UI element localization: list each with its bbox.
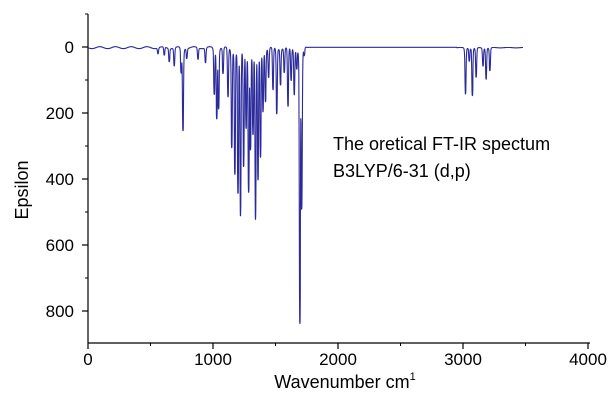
spectrum-line (87, 46, 524, 325)
x-tick-label-3: 3000 (444, 350, 482, 369)
x-tick-label-0: 0 (83, 350, 92, 369)
x-tick-label-2: 2000 (319, 350, 357, 369)
ticks (82, 13, 589, 349)
x-axis-title: Wavenumber cm1 (274, 371, 416, 392)
tick-labels: 0 1000 2000 3000 4000 0 200 400 600 800 (46, 38, 607, 369)
x-axis-title-text: Wavenumber cm (274, 372, 409, 392)
y-tick-label-2: 400 (46, 170, 74, 189)
x-axis-title-superscript: 1 (410, 371, 416, 383)
y-tick-label-1: 200 (46, 104, 74, 123)
y-axis-title: Epsilon (12, 160, 32, 219)
y-tick-label-0: 0 (65, 38, 74, 57)
y-tick-label-3: 600 (46, 236, 74, 255)
annotation-line-1: The oretical FT-IR spectum (333, 134, 550, 154)
x-tick-label-4: 4000 (569, 350, 607, 369)
y-tick-label-4: 800 (46, 302, 74, 321)
x-tick-label-1: 1000 (194, 350, 232, 369)
annotation-line-2: B3LYP/6-31 (d,p) (333, 161, 471, 181)
